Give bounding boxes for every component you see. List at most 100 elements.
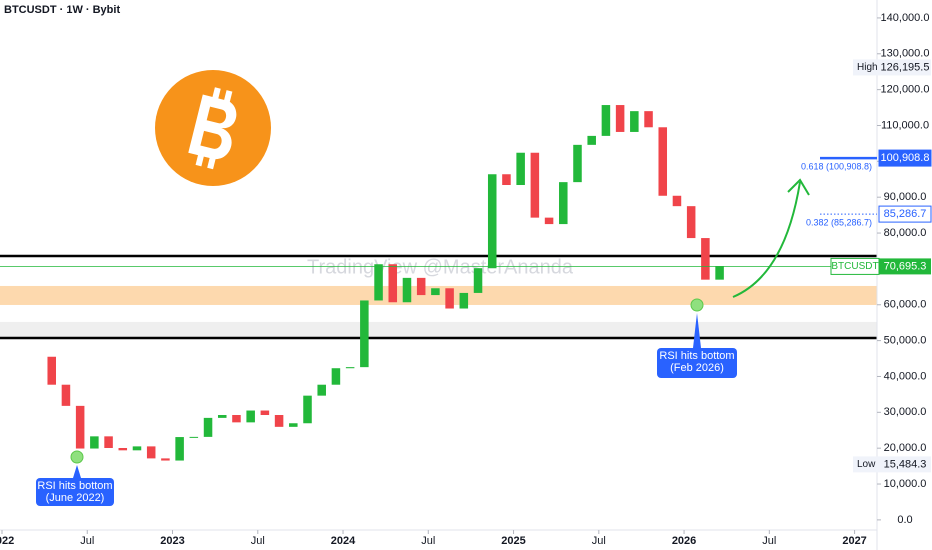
candle-body [601,105,611,136]
fib-price-tag [878,149,932,167]
zone [0,321,877,338]
plot-area: TradingView @MasterAnanda [0,105,877,461]
y-tick-label: 10,000.0 [884,478,927,490]
x-tick-label: Jul [762,535,776,547]
y-tick-label: 140,000.0 [881,12,930,24]
candle-body [559,182,568,225]
candle-body [118,447,128,451]
x-tick-label: Jul [421,535,435,547]
x-tick-label: 2025 [501,535,525,547]
candle-body [715,266,724,280]
y-tick-label: 0.0 [897,514,912,526]
x-tick-label: Jul [592,535,606,547]
x-tick-label: Jul [80,535,94,547]
candle-body [459,292,469,309]
callout-text: (June 2022) [46,492,105,504]
candle-body [402,277,412,303]
high-tag [853,59,931,76]
last-price-name: BTCUSDT [831,261,878,272]
candle-body [161,458,170,461]
candle-body [431,288,440,296]
fib-ratio-label: 0.618 (100,908.8) [801,161,872,171]
candle-body [331,368,341,385]
y-tick-label: 90,000.0 [884,191,927,203]
x-tick-label: 2023 [160,535,184,547]
candle-body [388,264,398,303]
x-tick-label: 2026 [672,535,696,547]
watermark: TradingView @MasterAnanda [307,256,574,278]
y-tick-label: 120,000.0 [881,84,930,96]
y-tick-label: 50,000.0 [884,335,927,347]
fib-price-label: 85,286.7 [884,208,927,220]
candle-body [615,105,625,132]
candle-body [274,415,284,427]
candle-body [473,268,483,293]
x-tick-label: 2022 [0,535,14,547]
chart-title: BTCUSDT · 1W · Bybit [4,4,120,16]
x-tick-label: 2024 [331,535,356,547]
y-tick-label: 30,000.0 [884,406,927,418]
candle-body [175,437,184,461]
candle-body [544,217,554,225]
candle-body [445,288,454,309]
y-tick-label: 110,000.0 [881,119,929,131]
candle-body [644,111,653,128]
candle-body [132,446,142,451]
candle-body [189,436,199,438]
fib-price-tag [878,205,932,223]
candle-body [61,384,71,406]
y-tick-label: 80,000.0 [884,227,927,239]
candle-body [345,367,355,369]
candle-body [232,415,241,423]
candle-body [487,174,497,269]
candle-body [630,111,639,132]
candle-body [374,264,383,301]
candle-body [289,423,298,427]
candle-body [317,384,326,396]
candle-body [203,417,213,437]
low-tag [853,456,931,473]
low-name: Low [857,459,876,470]
fib-price-label: 100,908.8 [881,152,930,164]
zone [0,285,877,305]
candle-body [360,300,369,368]
callout-box [657,348,737,378]
callout-text: RSI hits bottom [659,350,734,362]
y-tick-label: 130,000.0 [881,48,930,60]
candle-body [686,206,696,239]
candle-body [587,135,596,145]
candle-body [146,446,156,459]
bitcoin-logo [155,70,271,186]
y-tick-label: 60,000.0 [884,299,927,311]
callout-text: RSI hits bottom [37,480,112,492]
candle-body [658,127,668,196]
candle-body [573,144,582,183]
high-name: High [857,62,878,73]
callout-pointer [73,465,81,478]
callout-text: (Feb 2026) [670,362,724,374]
candle-body [246,410,255,423]
rsi-bottom-dot [690,298,704,312]
candle-body [303,395,312,424]
low-label: 15,484.3 [884,458,927,470]
x-tick-label: Jul [251,535,265,547]
candle-body [47,356,56,385]
candle-body [217,415,227,418]
candle-body [75,405,85,449]
last-price-tag [879,258,931,275]
rsi-bottom-dot [70,450,84,464]
candle-body [516,152,525,186]
high-label: 126,195.5 [881,61,930,73]
last-price-label: 70,695.3 [884,260,927,272]
candle-body [104,436,113,448]
candle-body [672,195,682,207]
projection-arrow-head [787,178,810,196]
fib-ratio-label: 0.382 (85,286.7) [806,217,872,227]
x-tick-label: 2027 [842,535,866,547]
candle-body [90,436,99,449]
candle-body [701,238,710,280]
projection-arrow [732,181,801,298]
callout-pointer [693,313,701,348]
candle-body [530,152,540,218]
